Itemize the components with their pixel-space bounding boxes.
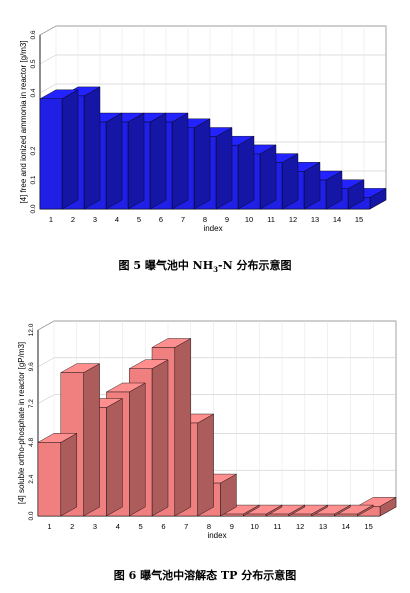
x-tick-label: 5 (137, 215, 141, 224)
y-tick-label: 0.2 (30, 146, 37, 155)
figure-6-caption: 图 6 曝气池中溶解态 TP 分布示意图 (0, 567, 410, 583)
y-axis-label: [4] free and ionized ammonia in reactor … (19, 40, 28, 203)
x-tick-label: 4 (116, 522, 120, 531)
caption-suffix: -N 分布示意图 (218, 259, 292, 272)
x-tick-label: 3 (93, 522, 97, 531)
x-tick-label: 2 (71, 215, 75, 224)
x-tick-label: 9 (230, 522, 234, 531)
y-tick-label: 0.0 (30, 204, 37, 213)
x-tick-label: 8 (207, 522, 211, 531)
x-tick-label: 3 (93, 215, 97, 224)
x-tick-label: 12 (296, 522, 304, 531)
x-tick-label: 1 (47, 522, 51, 531)
x-tick-label: 15 (355, 215, 363, 224)
chart-ammonia: 0.0 0.1 0.2 0.4 0.5 0.6 1 2 3 4 5 6 7 8 9 10 11 12 13 14 15 i… (0, 0, 410, 240)
caption-sub: 3 (213, 265, 218, 275)
y-axis-label: [4] soluble ortho-phosphate in reactor [… (17, 342, 26, 504)
y-tick-label: 2.4 (28, 474, 35, 483)
x-tick-label: 7 (181, 215, 185, 224)
x-tick-label: 14 (333, 215, 341, 224)
x-tick-label: 1 (49, 215, 53, 224)
x-tick-label: 14 (342, 522, 350, 531)
x-tick-label: 4 (115, 215, 119, 224)
x-axis-label: index (203, 224, 222, 233)
x-tick-label: 11 (274, 522, 282, 531)
x-tick-label: 10 (250, 522, 258, 531)
x-tick-label: 5 (139, 522, 143, 531)
y-tick-label: 9.6 (28, 362, 35, 371)
x-tick-label: 13 (311, 215, 319, 224)
bar-1 (37, 433, 78, 517)
x-tick-label: 9 (225, 215, 229, 224)
x-tick-label: 6 (161, 522, 165, 531)
bar-11 (265, 504, 306, 517)
x-tick-label: 7 (184, 522, 188, 531)
chart-ammonia-svg: 0.00.10.20.40.50.61 2 3 4 5 6 7 8 9 10 11 12 13 14 15i… (19, 25, 387, 233)
x-tick-label: 6 (159, 215, 163, 224)
x-tick-label: 15 (364, 522, 372, 531)
y-tick-label: 0.0 (28, 511, 35, 520)
y-tick-label: 0.1 (30, 175, 37, 184)
x-tick-label: 8 (203, 215, 207, 224)
caption-prefix: 图 6 曝气池中溶解态 TP 分布示意图 (113, 569, 297, 582)
y-tick-label: 12.0 (28, 323, 35, 336)
figure-5-caption: 图 5 曝气池中 NH3-N 分布示意图 (0, 257, 410, 274)
y-tick-label: 0.6 (30, 30, 37, 39)
chart-phosphate-svg: 0.02.44.87.29.612.01 2 3 4 5 6 7 8 9 10 11 12 13 14 15… (17, 320, 397, 540)
bar-14 (333, 504, 374, 517)
caption-prefix: 图 5 曝气池中 NH (118, 259, 214, 272)
x-tick-label: 11 (267, 215, 275, 224)
x-tick-label: 13 (319, 522, 327, 531)
chart-phosphate: 0.0 2.4 4.8 7.2 9.6 12.0 1 2 3 4 5 6 7 8 9 10 11 12 13 14 15… (0, 308, 410, 548)
bar-1 (39, 89, 79, 210)
x-tick-label: 12 (289, 215, 297, 224)
y-tick-label: 0.4 (30, 88, 37, 97)
y-tick-label: 4.8 (28, 437, 35, 446)
x-tick-label: 2 (70, 522, 74, 531)
bar-10 (242, 504, 283, 517)
y-tick-label: 0.5 (30, 59, 37, 68)
y-tick-label: 7.2 (28, 399, 35, 408)
x-tick-label: 10 (245, 215, 253, 224)
x-axis-label: index (207, 531, 226, 540)
